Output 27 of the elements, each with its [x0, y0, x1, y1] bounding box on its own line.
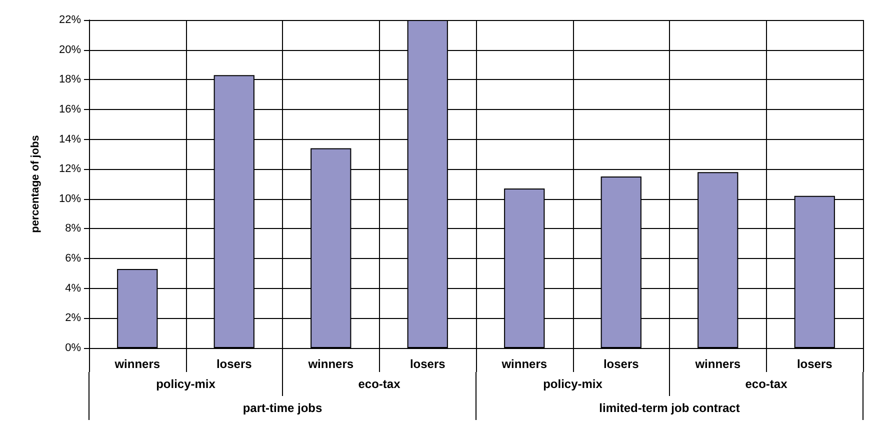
text: policy-mix — [156, 377, 216, 391]
x-tick-label: winners — [500, 357, 548, 371]
y-tick-label: 4% — [65, 282, 82, 294]
y-tick-label: 20% — [58, 44, 82, 56]
y-tick-label: 14% — [58, 133, 82, 146]
text: part-time jobs — [242, 401, 322, 415]
x-tick-label: losers — [603, 357, 640, 371]
x-tick-label: losers — [796, 357, 833, 371]
text: eco-tax — [745, 377, 788, 391]
y-tick-label: 2% — [65, 312, 82, 324]
y-tick-label: 22% — [58, 14, 82, 26]
y-tick-label: 12% — [58, 163, 82, 176]
y-tick-label: 10% — [58, 192, 82, 205]
y-axis-title: percentage of jobs — [30, 135, 42, 233]
x-tick-label: winners — [307, 357, 354, 371]
y-tick-label: 16% — [58, 103, 82, 116]
x-tick-label: winners — [694, 357, 741, 371]
x-tick-label: losers — [216, 357, 252, 371]
y-tick-label: 8% — [65, 222, 82, 235]
y-tick-label: 18% — [58, 74, 82, 86]
text: policy-mix — [543, 377, 603, 391]
text: eco-tax — [358, 377, 401, 391]
y-tick-label: 0% — [65, 342, 82, 354]
text: limited-term job contract — [599, 401, 740, 415]
x-tick-label: winners — [114, 357, 160, 371]
y-tick-label: 6% — [65, 252, 82, 265]
x-tick-label: losers — [410, 357, 446, 371]
